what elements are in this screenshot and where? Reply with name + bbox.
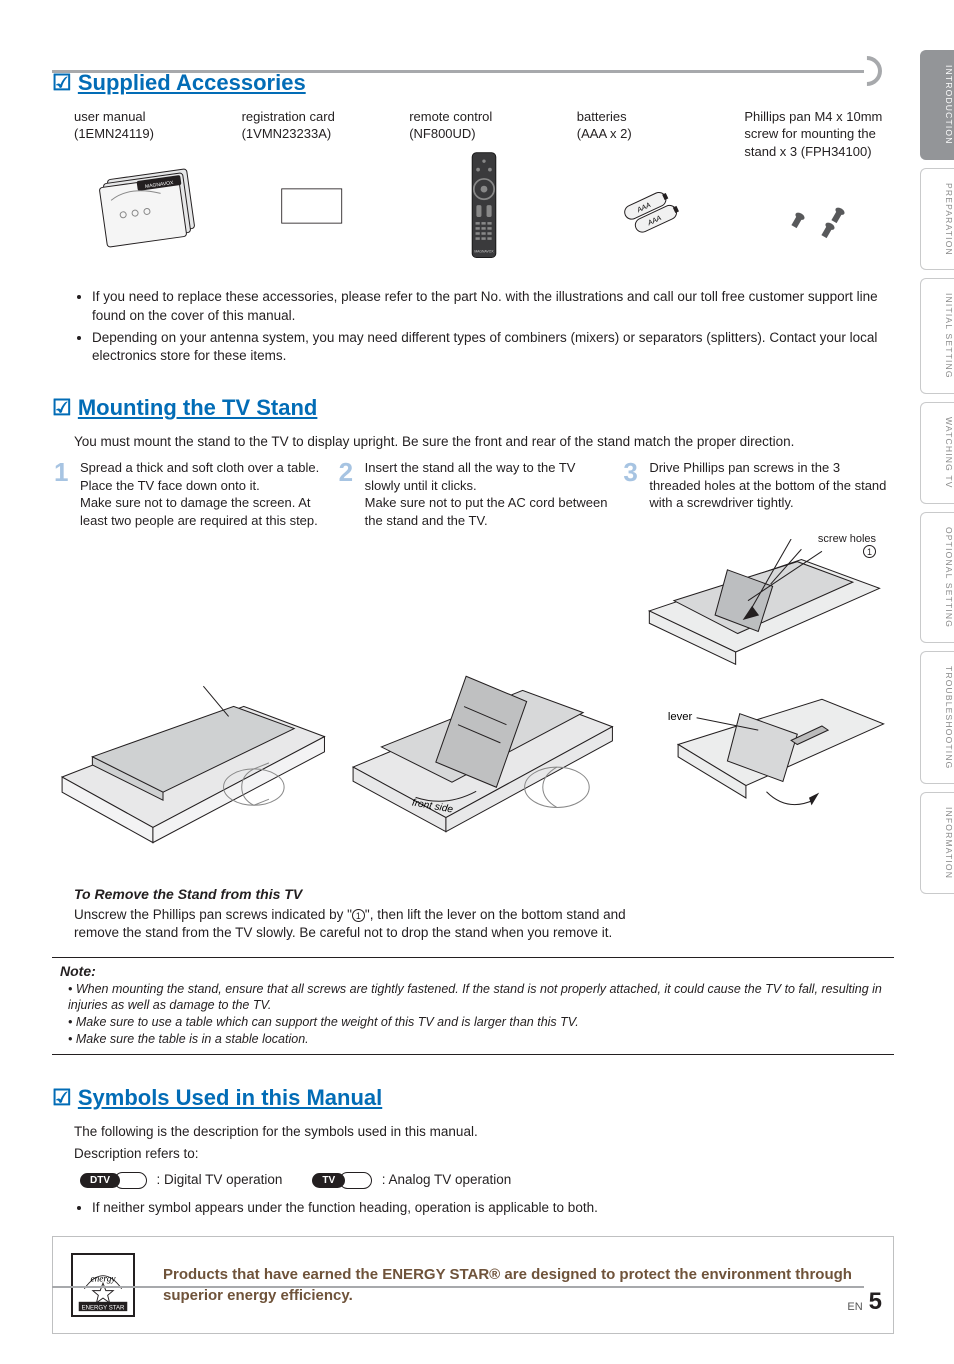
symbols-both-note: If neither symbol appears under the func… <box>92 1199 894 1217</box>
top-rule <box>52 70 864 73</box>
remove-heading: To Remove the Stand from this TV <box>74 885 654 904</box>
side-tab[interactable]: TROUBLESHOOTING <box>920 651 954 784</box>
note-box: Note: When mounting the stand, ensure th… <box>52 957 894 1055</box>
acc-figure-remote: MAGNAVOX <box>409 151 559 261</box>
svg-text:MAGNAVOX: MAGNAVOX <box>474 249 494 253</box>
circled-one-icon: 1 <box>352 909 365 922</box>
symbols-note-list: If neither symbol appears under the func… <box>92 1199 894 1217</box>
symbol-dtv: DTV. : Digital TV operation <box>80 1171 282 1189</box>
annotation-screw-holes: screw holes 1 <box>818 533 876 558</box>
heading-mounting-stand: Mounting the TV Stand <box>52 393 894 423</box>
step-text: Drive Phillips pan screws in the 3 threa… <box>649 459 894 529</box>
energy-star-text: Products that have earned the ENERGY STA… <box>163 1264 875 1306</box>
label-lever: lever <box>668 711 693 723</box>
acc-title: registration card <box>242 108 392 126</box>
step-number: 2 <box>339 459 359 529</box>
tv-pill: TV <box>312 1173 345 1189</box>
side-tab[interactable]: INTRODUCTION <box>920 50 954 160</box>
side-tabs: INTRODUCTION PREPARATION INITIAL SETTING WA… <box>920 50 954 894</box>
dtv-pill: DTV <box>80 1173 120 1189</box>
symbol-tv: TV. : Analog TV operation <box>312 1171 511 1189</box>
acc-figure-card <box>242 151 392 261</box>
mounting-steps: 1 Spread a thick and soft cloth over a t… <box>54 459 894 529</box>
acc-note-2: Depending on your antenna system, you ma… <box>92 329 894 365</box>
acc-sub: (1EMN24119) <box>74 125 224 143</box>
symbols-intro-1: The following is the description for the… <box>74 1123 894 1141</box>
mounting-intro: You must mount the stand to the TV to di… <box>74 433 894 451</box>
heading-symbols: Symbols Used in this Manual <box>52 1083 894 1113</box>
footer-rule <box>52 1286 864 1288</box>
side-tab[interactable]: WATCHING TV <box>920 402 954 504</box>
step-2: 2 Insert the stand all the way to the TV… <box>339 459 610 529</box>
acc-title: remote control <box>409 108 559 126</box>
side-tab[interactable]: INITIAL SETTING <box>920 278 954 394</box>
mounting-figure-3: screw holes 1 <box>637 539 894 873</box>
symbols-row: DTV. : Digital TV operation TV. : Analog… <box>80 1171 894 1189</box>
side-tab[interactable]: PREPARATION <box>920 168 954 271</box>
accessory-notes: If you need to replace these accessories… <box>92 288 894 365</box>
tv-desc: : Analog TV operation <box>382 1172 512 1187</box>
mounting-figures: front side front side screw holes 1 <box>52 539 894 873</box>
acc-title: user manual <box>74 108 224 126</box>
footer-lang: EN <box>847 1300 862 1315</box>
circled-one-icon: 1 <box>863 545 876 558</box>
note-item-2: Make sure to use a table which can suppo… <box>68 1014 886 1031</box>
acc-figure-batteries: AAA AAA <box>577 151 727 261</box>
note-item-1: When mounting the stand, ensure that all… <box>68 981 886 1015</box>
step-number: 1 <box>54 459 74 529</box>
acc-sub: (NF800UD) <box>409 125 559 143</box>
dtv-desc: : Digital TV operation <box>157 1172 283 1187</box>
acc-title: batteries <box>577 108 727 126</box>
estar-logo-bottom: ENERGY STAR <box>82 1305 125 1311</box>
note-heading: Note: <box>60 962 886 981</box>
step-text: Spread a thick and soft cloth over a tab… <box>80 459 325 529</box>
remove-body-pre: Unscrew the Phillips pan screws indicate… <box>74 907 352 922</box>
page-footer: EN 5 <box>847 1286 882 1318</box>
accessories-row: user manual (1EMN24119) MAGNAVOX <box>74 108 894 279</box>
step-3: 3 Drive Phillips pan screws in the 3 thr… <box>623 459 894 529</box>
label-screw-holes: screw holes <box>818 533 876 545</box>
acc-figure-screws <box>744 168 894 278</box>
mounting-figure-2: front side front side <box>345 646 628 873</box>
energy-star-logo: energy ENERGY STAR <box>71 1253 135 1317</box>
remove-body: Unscrew the Phillips pan screws indicate… <box>74 906 654 942</box>
acc-sub: (1VMN23233A) <box>242 125 392 143</box>
note-item-3: Make sure the table is in a stable locat… <box>68 1031 886 1048</box>
mounting-figure-1 <box>52 666 335 873</box>
acc-batteries: batteries (AAA x 2) AAA AAA <box>577 108 727 279</box>
acc-registration-card: registration card (1VMN23233A) <box>242 108 392 279</box>
energy-star-box: energy ENERGY STAR Products that have ea… <box>52 1236 894 1334</box>
symbols-intro-2: Description refers to: <box>74 1145 894 1163</box>
remove-stand-block: To Remove the Stand from this TV Unscrew… <box>74 885 654 942</box>
acc-note-1: If you need to replace these accessories… <box>92 288 894 324</box>
acc-sub: (AAA x 2) <box>577 125 727 143</box>
step-1: 1 Spread a thick and soft cloth over a t… <box>54 459 325 529</box>
acc-figure-manual: MAGNAVOX <box>74 151 224 261</box>
acc-screws: Phillips pan M4 x 10mm screw for mountin… <box>744 108 894 279</box>
side-tab[interactable]: OPTIONAL SETTING <box>920 512 954 643</box>
estar-logo-top: energy <box>90 1274 116 1284</box>
step-number: 3 <box>623 459 643 529</box>
step-text: Insert the stand all the way to the TV s… <box>365 459 610 529</box>
acc-title: Phillips pan M4 x 10mm screw for mountin… <box>744 108 894 161</box>
acc-user-manual: user manual (1EMN24119) MAGNAVOX <box>74 108 224 279</box>
side-tab[interactable]: INFORMATION <box>920 792 954 894</box>
acc-remote: remote control (NF800UD) MAGNAVOX <box>409 108 559 279</box>
footer-page-number: 5 <box>869 1286 882 1318</box>
